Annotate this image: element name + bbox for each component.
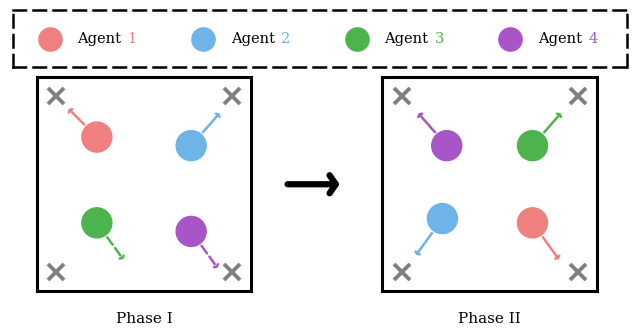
Point bbox=[506, 36, 516, 41]
Text: Phase II: Phase II bbox=[458, 312, 521, 326]
Text: Agent: Agent bbox=[538, 31, 587, 46]
Text: Agent: Agent bbox=[385, 31, 433, 46]
Text: Agent: Agent bbox=[77, 31, 126, 46]
Text: 2: 2 bbox=[282, 31, 291, 46]
Text: 3: 3 bbox=[435, 31, 444, 46]
Point bbox=[352, 36, 362, 41]
Circle shape bbox=[176, 131, 206, 161]
Point bbox=[198, 36, 209, 41]
Text: Agent: Agent bbox=[231, 31, 280, 46]
Circle shape bbox=[518, 131, 547, 161]
Circle shape bbox=[82, 122, 112, 152]
Point bbox=[45, 36, 55, 41]
Circle shape bbox=[82, 208, 112, 238]
Text: Phase I: Phase I bbox=[116, 312, 172, 326]
Circle shape bbox=[518, 208, 547, 238]
Circle shape bbox=[432, 131, 461, 161]
Text: 1: 1 bbox=[128, 31, 137, 46]
Text: 4: 4 bbox=[589, 31, 598, 46]
Circle shape bbox=[176, 216, 206, 247]
Circle shape bbox=[428, 204, 458, 233]
